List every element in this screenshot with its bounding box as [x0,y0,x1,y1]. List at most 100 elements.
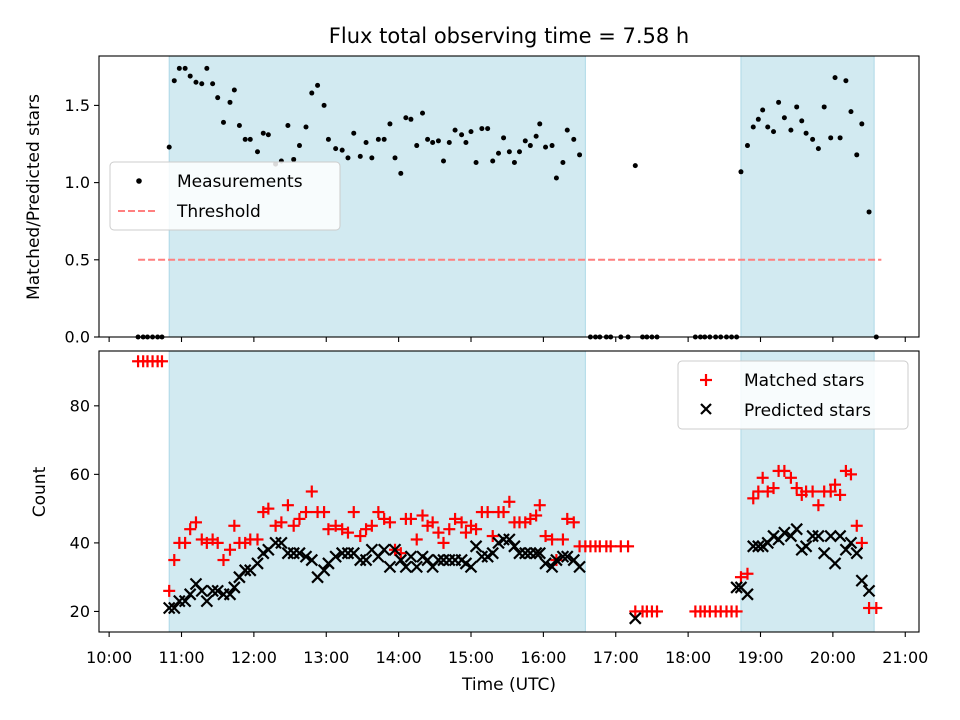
predicted-star-point [317,564,331,577]
predicted-star-point [550,553,563,567]
matched-star-point [341,526,354,539]
matched-star-point [806,485,819,498]
marker-stroke [206,584,219,598]
matched-star-point [443,523,456,536]
marker-stroke [855,574,869,587]
measurement-point [430,139,436,145]
measurement-point [848,109,854,115]
matched-star-point [281,499,294,512]
measurement-point [506,149,512,155]
matched-star-point [449,512,462,525]
x-tick-label: 11:00 [158,648,204,667]
matched-star-point [741,567,754,580]
matched-star-point [778,464,791,477]
legend-matched-marker [700,374,712,386]
measurement-point [452,127,458,133]
matched-star-point [622,540,635,553]
predicted-star-point [275,536,288,550]
marker-stroke [844,536,858,550]
predicted-star-point [850,546,864,560]
top-legend: Measurements Threshold [109,161,341,231]
top-y-axis-label: Matched/Predicted stars [24,94,44,300]
measurement-point [794,104,800,110]
marker-stroke [850,546,864,560]
marker-stroke [167,601,181,615]
matched-star-point [567,516,580,529]
bottom-plot-frame [98,350,920,633]
top-legend-box [109,161,341,231]
matched-star-point [824,485,837,498]
measurement-point [866,209,872,215]
matched-star-point [734,571,747,584]
measurement-point [204,65,210,71]
measurement-point [357,153,363,159]
predicted-star-point [162,601,176,615]
matched-star-point [189,516,202,529]
predicted-star-point [560,550,574,563]
chart-title: Flux total observing time = 7.58 h [329,24,689,48]
matched-star-point [179,536,192,549]
top-panel: 0.0 0.5 1.0 1.5 Matched/Predicted stars Mea… [24,55,920,347]
measurement-point [387,121,393,127]
predicted-star-point [503,533,516,546]
measurement-point [788,127,794,133]
matched-star-point [365,519,378,532]
measurement-point [375,136,381,142]
matched-star-point [812,499,825,512]
measurement-point [215,95,221,101]
marker-stroke [539,557,552,570]
x-axis-label: Time (UTC) [461,675,556,695]
measurement-point [527,143,533,149]
marker-stroke [377,543,391,557]
y-tick-label: 40 [70,533,90,552]
predicted-star-point [833,529,847,543]
measurement-point [821,104,827,110]
matched-star-point [251,533,264,546]
measurement-point [425,136,431,142]
predicted-star-point [844,536,858,550]
measurement-point [832,75,838,81]
measurement-point [351,130,357,136]
measurement-point [744,143,750,149]
marker-stroke [416,550,429,563]
marker-stroke [469,540,483,553]
matched-star-point [546,533,559,546]
matched-star-point [437,536,450,549]
measurement-point [543,144,549,150]
measurement-point [738,169,744,175]
marker-stroke [200,594,214,608]
x-tick-label: 12:00 [231,648,277,667]
matched-star-point [503,495,516,508]
predicted-star-point [539,557,552,570]
predicted-star-point [383,560,397,574]
bottom-shaded-regions [168,350,875,633]
matched-star-point [604,540,617,553]
marker-stroke [183,588,197,601]
matched-star-point [530,509,543,522]
marker-stroke [629,612,642,625]
x-tick-label: 18:00 [665,648,711,667]
marker-stroke [359,553,373,567]
predicted-star-point [206,584,219,598]
marker-stroke [746,540,760,553]
marker-stroke [299,550,313,563]
predicted-star-point [167,601,181,615]
matched-star-point [455,516,468,529]
matched-star-point [426,516,439,529]
measurement-point [381,136,387,142]
measurement-point [315,82,321,88]
measurement-point [199,81,205,87]
measurement-point [837,135,843,141]
measurement-point [803,130,809,136]
x-tick-label: 19:00 [737,648,783,667]
marker-stroke [556,550,570,563]
predicted-star-point [469,540,483,553]
matched-star-point [184,523,197,536]
x-tick-label: 13:00 [303,648,349,667]
measurement-point [227,99,233,105]
marker-stroke [293,546,306,560]
matched-star-point [223,543,236,556]
predicted-star-point [533,546,547,560]
marker-stroke [162,601,176,615]
top-y-axis: 0.0 0.5 1.0 1.5 [65,96,99,347]
